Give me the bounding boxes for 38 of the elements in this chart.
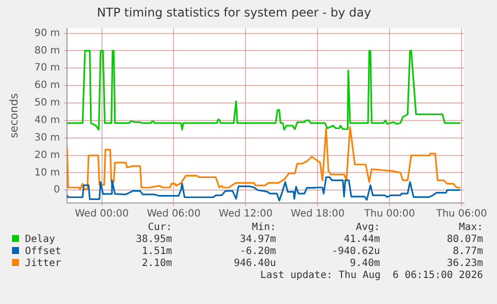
text: 946.40u xyxy=(232,258,276,270)
x-tick-label: Wed 18:00 xyxy=(290,208,345,220)
text: 38.95m xyxy=(134,234,172,246)
text: 9.40m xyxy=(348,258,380,270)
text: 41.44m xyxy=(342,234,380,246)
text: 8.77m xyxy=(452,246,483,258)
y-tick-label: 70 m xyxy=(34,62,60,74)
text: 1.51m xyxy=(140,246,172,258)
text: Avg: xyxy=(354,222,380,234)
text: 80.07m xyxy=(446,234,483,246)
y-tick-label: 0 xyxy=(54,184,60,196)
text: Cur: xyxy=(146,222,172,234)
text: 2.10m xyxy=(140,258,172,270)
chart-title: NTP timing statistics for system peer - by day xyxy=(96,5,372,20)
y-tick-label: 60 m xyxy=(34,80,60,92)
legend-label: Jitter xyxy=(24,258,62,270)
y-axis-title: seconds xyxy=(7,92,20,138)
y-tick-label: 20 m xyxy=(34,150,60,161)
text: 34.97m xyxy=(238,234,276,246)
y-tick-label: 80 m xyxy=(34,45,60,56)
y-tick-label: 10 m xyxy=(34,167,60,178)
legend-label: Offset xyxy=(24,246,62,258)
y-tick-label: 30 m xyxy=(34,132,60,144)
text: Max: xyxy=(458,222,483,234)
text: Min: xyxy=(250,222,276,234)
y-tick-label: 90 m xyxy=(34,28,60,39)
y-tick-label: 40 m xyxy=(34,115,60,126)
x-tick-label: Thu 00:00 xyxy=(363,208,416,220)
y-tick-label: 50 m xyxy=(34,98,60,109)
legend-label: Delay xyxy=(24,234,56,246)
x-tick-label: Wed 12:00 xyxy=(218,208,273,220)
x-tick-label: Wed 00:00 xyxy=(74,208,129,220)
x-tick-label: Wed 06:00 xyxy=(146,208,201,220)
x-tick-label: Thu 06:00 xyxy=(435,208,487,220)
text: 36.23m xyxy=(446,258,483,270)
text: -940.62u xyxy=(330,246,380,258)
text: -6.20m xyxy=(238,246,276,258)
text: Last update: Thu Aug 6 06:15:00 2026 xyxy=(259,270,483,282)
